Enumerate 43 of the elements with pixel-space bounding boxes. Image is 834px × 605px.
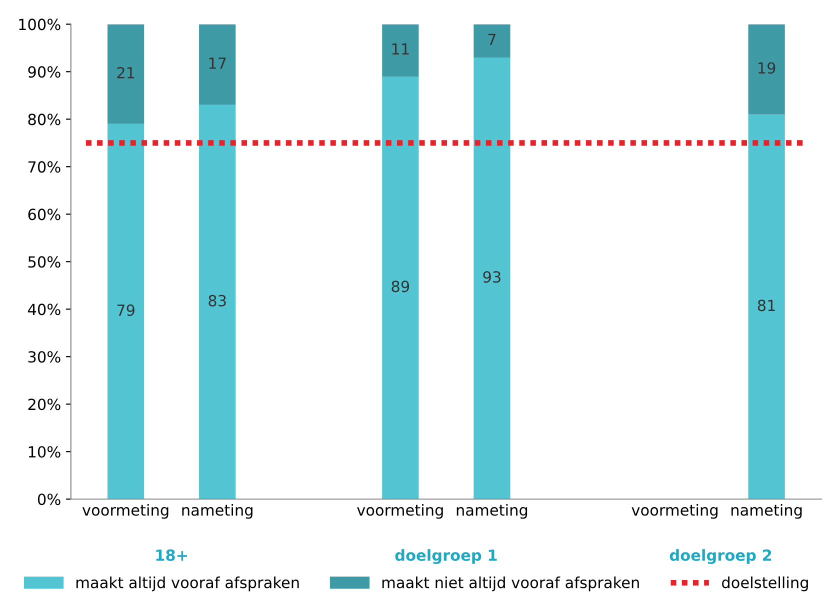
y-tick-label: 60%: [28, 208, 60, 220]
x-tick-label: nameting: [182, 504, 252, 519]
data-label: 21: [117, 66, 134, 78]
x-tick-label: voormeting: [357, 504, 443, 519]
legend-label: maakt altijd vooraf afspraken: [76, 576, 299, 592]
legend-label: doelstelling: [722, 576, 808, 592]
y-tick-label: 100%: [19, 18, 60, 30]
y-tick-label: 10%: [28, 446, 60, 458]
y-tick-label: 40%: [28, 304, 60, 316]
data-label: 11: [392, 43, 409, 55]
data-label: 79: [117, 304, 134, 316]
data-label: 19: [758, 62, 776, 74]
y-tick-label: 20%: [28, 398, 60, 410]
x-tick-label: nameting: [456, 504, 528, 519]
text: 18+: [156, 549, 187, 561]
data-label: 83: [208, 294, 226, 306]
data-label: 17: [209, 58, 226, 69]
bar: [382, 24, 419, 76]
legend-label: maakt niet altijd vooraf afspraken: [382, 576, 639, 592]
text: doelgroep 1: [395, 549, 497, 564]
data-label: 81: [758, 300, 775, 312]
bar: [108, 24, 144, 124]
bar: [108, 124, 144, 500]
y-tick-label: 70%: [28, 161, 60, 173]
y-tick-label: 90%: [28, 66, 60, 78]
y-tick-label: 80%: [28, 114, 60, 126]
text: doelgroep 2: [670, 549, 772, 564]
bar: [748, 24, 785, 114]
bar: [474, 57, 510, 500]
bar: [199, 104, 236, 500]
y-tick-label: 0%: [38, 494, 60, 506]
data-label: 7: [488, 34, 496, 46]
x-tick-label: voormeting: [632, 504, 718, 519]
data-label: 89: [392, 280, 410, 292]
y-tick-label: 30%: [28, 351, 60, 363]
bar: [382, 76, 419, 500]
y-tick-label: 50%: [28, 256, 60, 268]
data-label: 93: [483, 271, 500, 283]
x-tick-label: voormeting: [82, 504, 168, 519]
bar: [199, 24, 236, 105]
bar: [474, 24, 510, 58]
bar: [748, 114, 785, 500]
x-tick-label: nameting: [731, 504, 802, 519]
